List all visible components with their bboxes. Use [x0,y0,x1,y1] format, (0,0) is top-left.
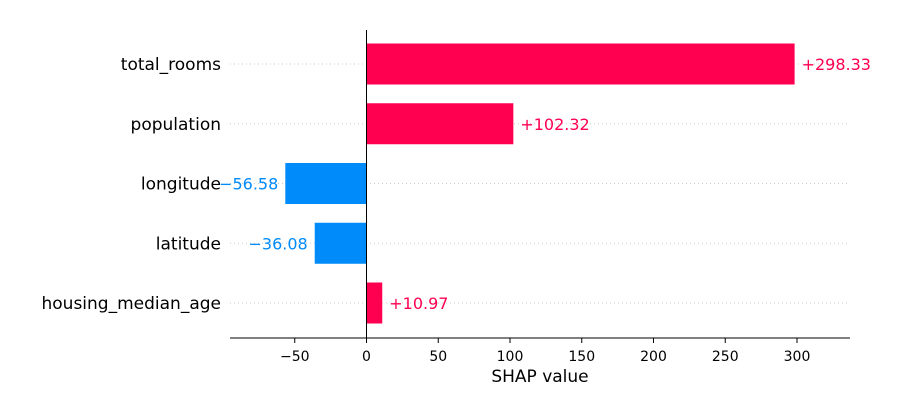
bar-total_rooms [366,43,795,85]
x-axis-label: SHAP value [491,367,588,387]
value-label: +298.33 [802,55,871,74]
value-label: −56.58 [219,175,278,194]
x-axis: −50 0 50 100 150 200 250 300 [230,337,850,365]
x-tick-label: −50 [280,349,310,365]
feature-label: population [131,115,221,135]
x-tick-label: 0 [362,349,371,365]
value-label: −36.08 [249,234,308,253]
value-label: +10.97 [389,294,448,313]
value-label: +102.32 [520,115,589,134]
bar-longitude [285,163,367,204]
x-tick-label: 100 [497,349,524,365]
x-tick-label: 50 [429,349,447,365]
feature-labels: total_rooms population longitude latitude ho… [42,55,222,314]
feature-label: latitude [156,234,221,254]
x-tick-label: 250 [712,349,739,365]
bar-population [366,103,514,145]
x-tick-label: 300 [784,349,811,365]
value-labels: +298.33 +102.32 −56.58 −36.08 +10.97 [219,55,871,313]
feature-label: longitude [141,175,221,195]
feature-label: total_rooms [121,55,221,75]
bars [285,43,795,324]
bar-latitude [314,222,367,264]
x-tick-label: 200 [640,349,667,365]
feature-label: housing_median_age [42,294,222,314]
x-tick-label: 150 [568,349,595,365]
bar-housing_median_age [366,282,383,324]
